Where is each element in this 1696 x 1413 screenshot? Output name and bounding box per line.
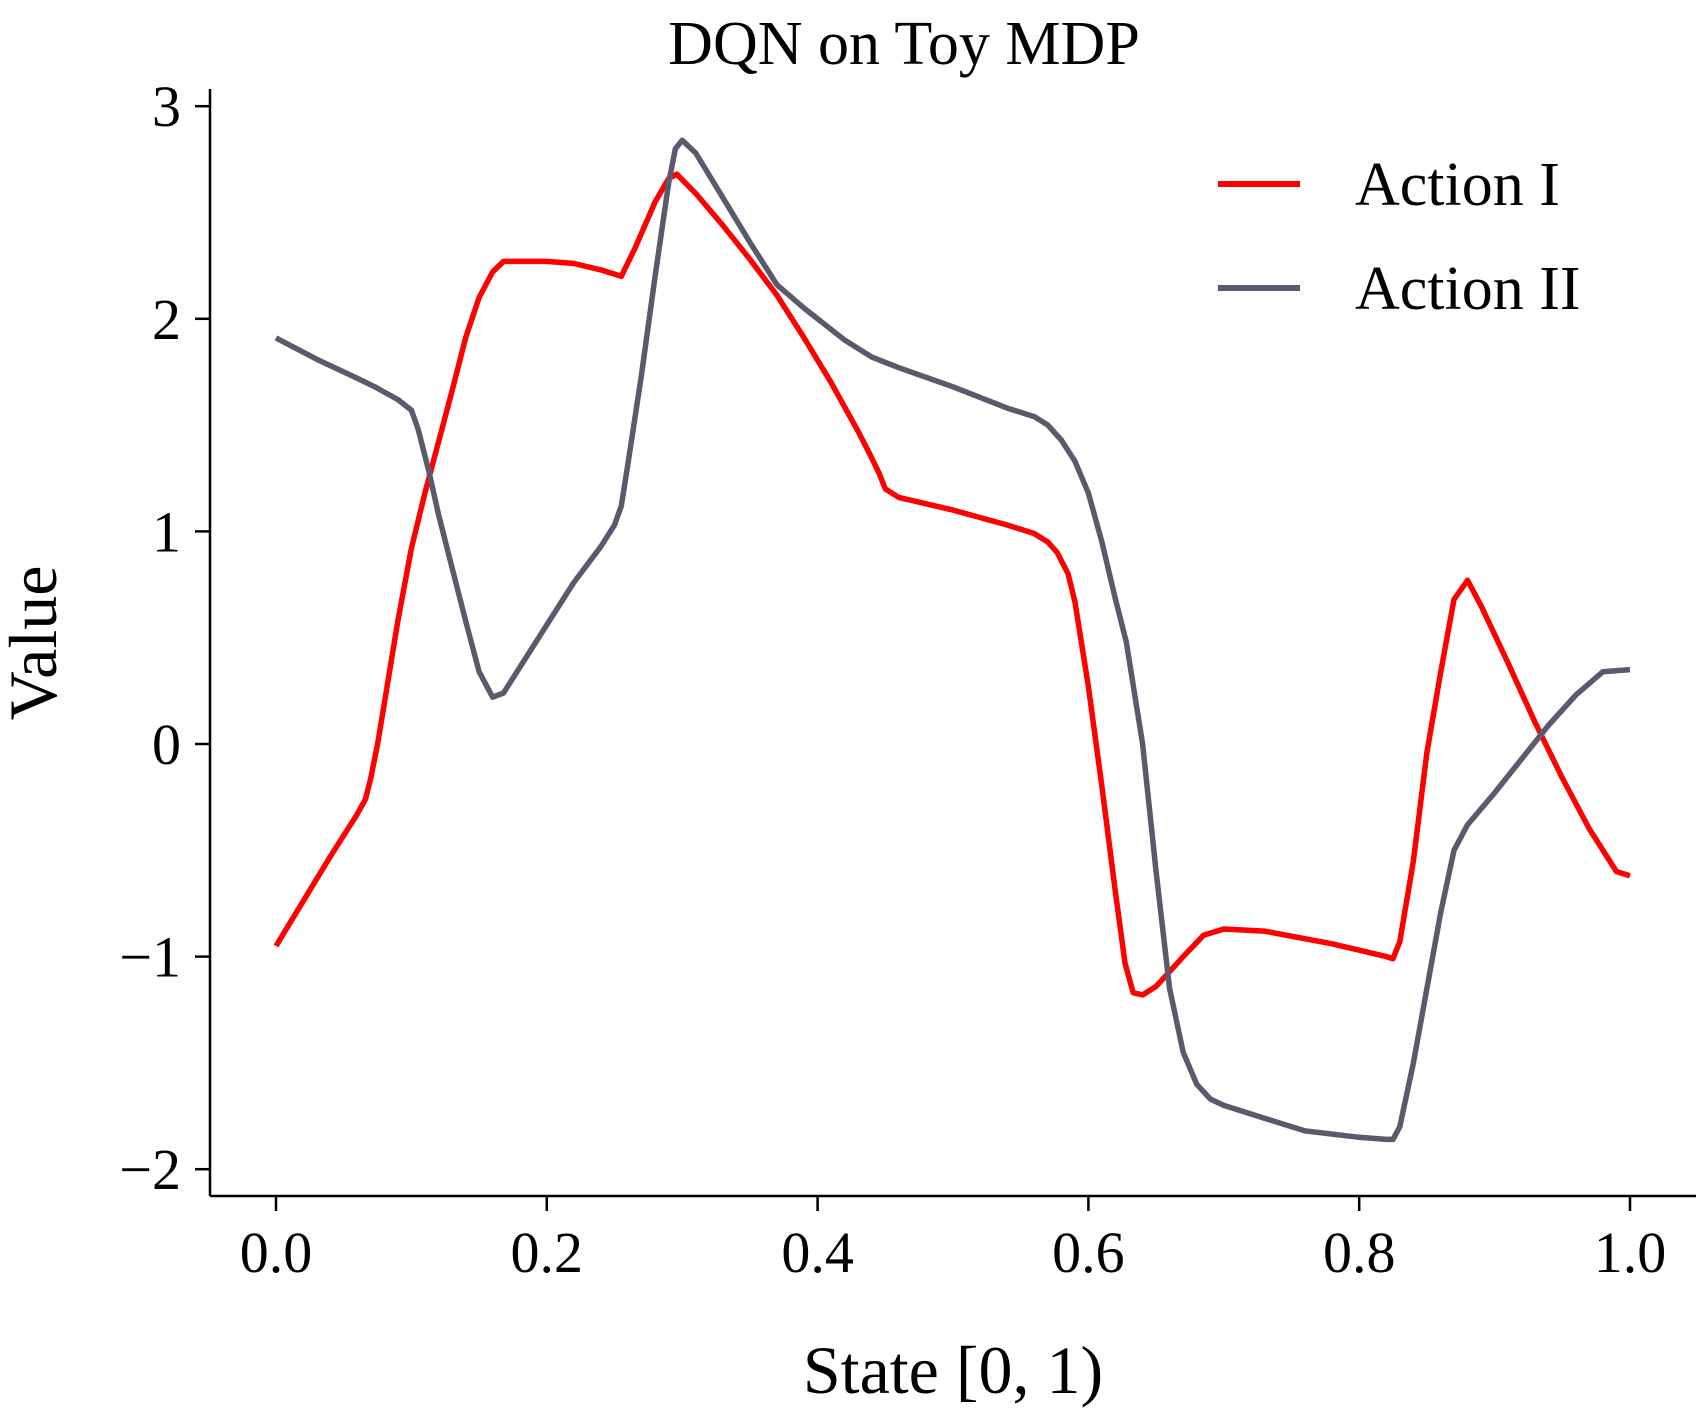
- x-tick-label: 0.2: [511, 1220, 584, 1285]
- x-axis-label: State [0, 1): [803, 1332, 1103, 1408]
- x-tick-label: 1.0: [1594, 1220, 1667, 1285]
- y-tick-label: 1: [152, 499, 181, 564]
- y-tick-label: −1: [119, 925, 181, 990]
- x-tick-label: 0.6: [1052, 1220, 1125, 1285]
- x-tick-label: 0.8: [1323, 1220, 1396, 1285]
- series-line-2: [274, 137, 1631, 1143]
- series-line-1: [273, 171, 1631, 998]
- y-tick-label: 3: [152, 74, 181, 139]
- series-layer: [273, 137, 1631, 1143]
- legend-label-1: Action I: [1355, 151, 1560, 219]
- y-tick-label: 2: [152, 287, 181, 352]
- legend: Action I Action II: [1218, 151, 1581, 323]
- x-axis: 0.0 0.2 0.4 0.6 0.8 1.0: [210, 1194, 1696, 1285]
- x-tick-label: 0.4: [781, 1220, 854, 1285]
- chart-title: DQN on Toy MDP: [668, 10, 1140, 78]
- y-axis-label: Value: [0, 566, 71, 721]
- y-tick-label: 0: [152, 712, 181, 777]
- y-tick-label: −2: [119, 1137, 181, 1202]
- y-axis: −2 −1 0 1 2 3: [119, 74, 212, 1202]
- x-tick-label: 0.0: [240, 1220, 313, 1285]
- legend-label-2: Action II: [1355, 255, 1581, 323]
